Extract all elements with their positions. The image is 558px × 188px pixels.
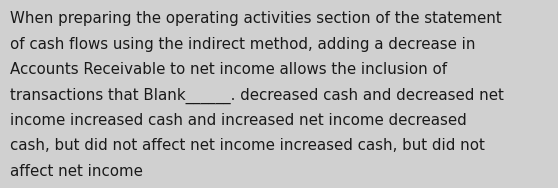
- Text: affect net income: affect net income: [10, 164, 143, 179]
- Text: Accounts Receivable to net income allows the inclusion of: Accounts Receivable to net income allows…: [10, 62, 447, 77]
- Text: transactions that Blank______. decreased cash and decreased net: transactions that Blank______. decreased…: [10, 87, 504, 104]
- Text: income increased cash and increased net income decreased: income increased cash and increased net …: [10, 113, 467, 128]
- Text: of cash flows using the indirect method, adding a decrease in: of cash flows using the indirect method,…: [10, 37, 475, 52]
- Text: When preparing the operating activities section of the statement: When preparing the operating activities …: [10, 11, 502, 26]
- Text: cash, but did not affect net income increased cash, but did not: cash, but did not affect net income incr…: [10, 138, 485, 153]
